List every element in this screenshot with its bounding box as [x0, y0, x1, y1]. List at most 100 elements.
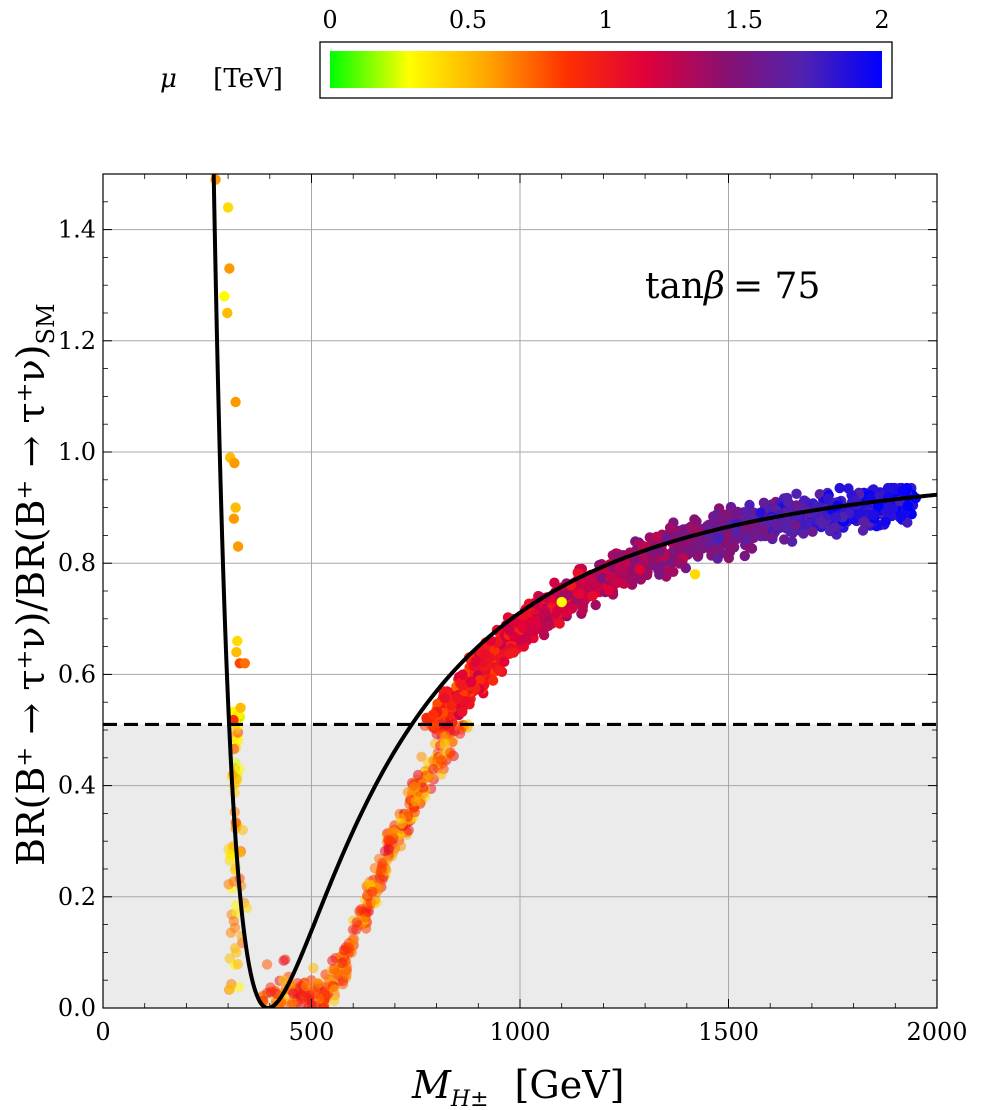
scatter-point [333, 969, 344, 980]
y-axis-title-sub: SM [32, 303, 60, 344]
scatter-point [487, 675, 499, 686]
scatter-point [237, 824, 248, 836]
scatter-point [329, 984, 340, 995]
scatter-point [603, 584, 615, 596]
scatter-point [465, 676, 477, 688]
scatter-point [853, 509, 864, 520]
scatter-point [647, 554, 658, 565]
scatter-point [425, 772, 436, 783]
scatter-point [685, 522, 697, 534]
colorbar-symbol: μ [160, 64, 177, 94]
scatter-point [857, 525, 869, 536]
scatter-point [228, 916, 239, 927]
scatter-point [341, 969, 352, 981]
theory-curve [211, 174, 937, 1008]
scatter-point [403, 825, 414, 836]
scatter-point [556, 596, 567, 608]
x-axis-title: MH± [GeV] [411, 1063, 624, 1110]
scatter-point [830, 512, 841, 523]
grid [103, 174, 937, 1008]
scatter-point [329, 995, 340, 1007]
scatter-point [817, 518, 828, 529]
scatter-point [230, 396, 241, 408]
scatter-point [383, 835, 394, 846]
scatter-point [584, 580, 595, 591]
scatter-point [429, 720, 441, 732]
colorbar-gradient [330, 51, 882, 88]
scatter-point [410, 796, 421, 807]
scatter-point [231, 647, 242, 658]
scatter-point [552, 605, 563, 617]
scatter-point [376, 863, 387, 874]
scatter-point [493, 664, 504, 675]
y-tick-label: 0.2 [58, 883, 96, 911]
y-tick-label: 1.4 [58, 216, 96, 244]
x-axis-title-main: M [411, 1063, 452, 1107]
scatter-point [529, 625, 540, 637]
scatter-point [712, 553, 723, 564]
x-tick-label: 0 [95, 1018, 110, 1046]
scatter-point [439, 738, 451, 749]
scatter-point [470, 656, 481, 667]
scatter-point [231, 908, 242, 919]
scatter-point [791, 488, 802, 499]
x-tick-label: 500 [289, 1018, 335, 1046]
scatter-point [807, 526, 818, 537]
y-tick-label: 0.6 [58, 660, 96, 688]
scatter-point [651, 531, 662, 542]
y-tick-label: 1.2 [58, 327, 96, 355]
scatter-point [634, 564, 645, 575]
scatter-point [219, 291, 230, 302]
scatter-point [428, 755, 439, 766]
scatter-point [517, 621, 528, 633]
scatter-point [554, 618, 565, 629]
scatter-point [674, 543, 685, 555]
scatter-point [351, 917, 362, 928]
scatter-point [895, 511, 907, 522]
scatter-point [530, 615, 541, 626]
colorbar-tick-label: 1 [598, 6, 613, 34]
scatter-point [230, 900, 242, 911]
scatter-point [829, 522, 840, 533]
scatter-point [427, 709, 439, 720]
scatter-point [409, 806, 420, 818]
y-tick-label: 1.0 [58, 438, 96, 466]
colorbar-tick-label: 1.5 [725, 6, 763, 34]
scatter-point [689, 569, 701, 580]
scatter-point [229, 457, 240, 469]
scatter-point [790, 520, 801, 531]
scatter-point [543, 620, 554, 631]
scatter-point [653, 564, 664, 576]
scatter-point [222, 202, 234, 213]
scatter-point [261, 959, 273, 970]
scatter-point [278, 955, 289, 966]
scatter-point [597, 573, 608, 584]
scatter-point [412, 769, 424, 781]
scatter-point [786, 536, 798, 547]
colorbar-tick-label: 2 [874, 6, 889, 34]
scatter-point [782, 496, 794, 508]
scatter-point [457, 680, 468, 691]
scatter-point [224, 984, 236, 995]
scatter-point [880, 516, 891, 527]
scatter-point [888, 503, 899, 514]
scatter-point [693, 543, 704, 554]
scatter-point [228, 876, 239, 887]
scatter-point [758, 524, 769, 536]
scatter-point [574, 588, 585, 600]
scatter-point [674, 558, 686, 569]
y-axis-ticks: 0.0 0.2 0.4 0.6 0.8 1.0 1.2 1.4 [58, 216, 937, 1022]
scatter-point [724, 546, 736, 558]
scatter-point [758, 497, 770, 508]
colorbar-unit: [TeV] [213, 64, 283, 94]
scatter-point [457, 669, 468, 680]
x-axis-title-unit: [GeV] [515, 1063, 625, 1107]
scatter-point [428, 764, 439, 775]
scatter-point [712, 542, 723, 554]
scatter-point [298, 991, 310, 1003]
scatter-point [439, 692, 450, 704]
scatter-point [689, 514, 700, 525]
scatter-point [504, 625, 515, 636]
scatter-point [232, 635, 243, 647]
